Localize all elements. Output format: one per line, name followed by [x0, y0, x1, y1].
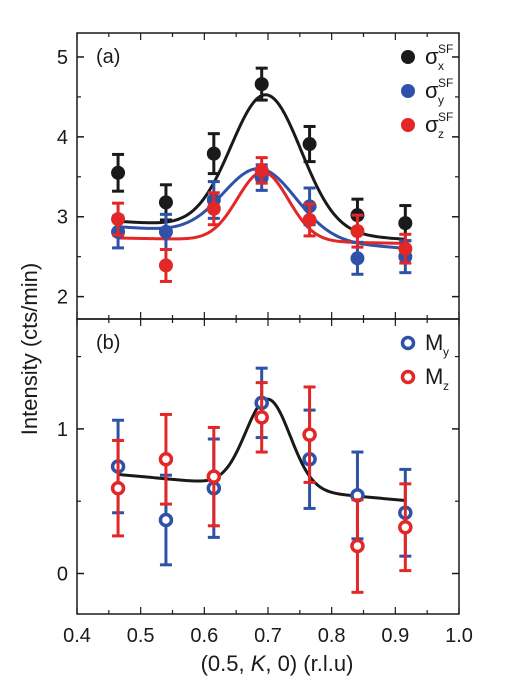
y-tick-label: 1: [57, 419, 68, 441]
data-point: [206, 469, 222, 484]
data-point: [350, 251, 365, 266]
panel-b-y-ticks: 01: [57, 355, 459, 586]
panel-b-data-points: [110, 366, 413, 594]
x-tick-label: 0.9: [381, 625, 409, 647]
y-tick-label: 0: [57, 564, 68, 586]
y-tick-label: 2: [57, 287, 68, 309]
x-tick-label: 0.4: [63, 625, 91, 647]
x-axis-title-prefix: (0.5,: [201, 651, 251, 676]
y-tick-label: 3: [57, 207, 68, 229]
data-point: [158, 452, 174, 467]
data-point: [302, 137, 317, 152]
legend-marker: [400, 335, 416, 351]
legend-label: M: [425, 364, 443, 389]
x-axis-title-variable: K: [251, 651, 267, 676]
x-tick-label: 0.7: [254, 625, 282, 647]
x-tick-label: 1.0: [445, 625, 473, 647]
data-point: [302, 427, 317, 442]
data-point: [110, 480, 126, 496]
data-point: [111, 165, 126, 180]
data-point: [350, 538, 365, 554]
data-point: [206, 146, 221, 161]
x-axis-title-suffix: , 0) (r.l.u): [265, 651, 353, 676]
data-point: [254, 410, 269, 425]
data-point: [398, 519, 413, 535]
legend-subscript: y: [438, 93, 444, 107]
y-tick-label: 4: [57, 127, 68, 149]
y-tick-label: 5: [57, 47, 68, 69]
legend-marker: [401, 118, 415, 132]
data-point: [206, 201, 221, 216]
legend-subscript: z: [443, 379, 449, 393]
legend-label: σ: [425, 78, 439, 103]
data-point: [254, 77, 269, 92]
legend-superscript: SF: [438, 42, 453, 56]
panel-b-x-ticks: 0.4 0.5 0.6 0.7 0.8 0.9 1.0: [63, 319, 473, 647]
legend-subscript: z: [438, 127, 444, 141]
x-tick-label: 0.8: [318, 625, 346, 647]
panel-b-label: (b): [96, 332, 120, 354]
legend-superscript: SF: [438, 76, 453, 90]
legend-superscript: SF: [438, 110, 453, 124]
data-point: [350, 224, 365, 239]
data-point: [398, 241, 413, 256]
legend-subscript: x: [438, 59, 444, 73]
data-point: [254, 163, 269, 178]
panel-a-y-ticks: 2 3 4 5: [57, 47, 459, 309]
data-point: [158, 224, 173, 239]
legend-label: σ: [425, 112, 439, 137]
legend-marker: [400, 369, 416, 385]
legend-subscript: y: [443, 345, 449, 359]
legend-label: M: [425, 330, 443, 355]
data-point: [158, 258, 173, 273]
data-point: [111, 212, 126, 227]
x-tick-label: 0.6: [190, 625, 218, 647]
legend-marker: [401, 50, 415, 64]
data-point: [398, 216, 413, 231]
panel-a-label: (a): [96, 46, 120, 68]
data-point: [158, 195, 173, 210]
y-axis-title: Intensity (cts/min): [17, 263, 42, 435]
x-tick-label: 0.5: [127, 625, 155, 647]
data-point: [302, 212, 317, 227]
legend-label: σ: [425, 44, 439, 69]
panel-a-data-points: [111, 66, 413, 283]
data-point: [158, 512, 174, 528]
x-axis-title: (0.5, K, 0) (r.l.u): [201, 651, 354, 676]
legend-marker: [401, 84, 415, 98]
